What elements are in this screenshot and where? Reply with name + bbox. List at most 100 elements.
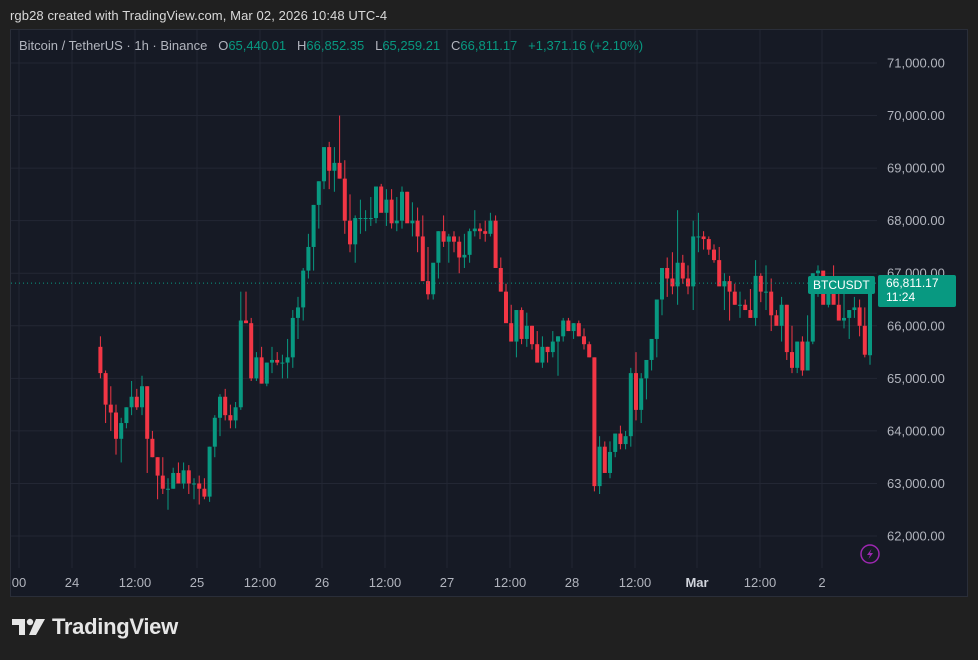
candle [644,359,649,400]
candle [197,475,202,505]
candle [467,228,472,263]
price-tick: 63,000.00 [887,476,945,491]
last-price-tag: 66,811.17 11:24 [878,275,956,307]
low-value: 65,259.21 [382,38,441,53]
high-label: H [297,38,307,53]
change-value: +1,371.16 (+2.10%) [528,38,644,53]
candle [545,346,550,363]
time-tick: 25 [190,575,204,590]
tradingview-logo[interactable]: TradingView [12,614,178,640]
candle [233,402,238,429]
candle [415,207,420,253]
price-tick: 69,000.00 [887,161,945,176]
candle [493,215,498,268]
time-axis[interactable]: 00 24 12:00 25 12:00 26 12:00 27 12:00 28 12:00 Mar… [12,575,826,590]
candle [717,246,722,287]
time-tick: 12:00 [744,575,777,590]
candle [452,231,456,253]
candle [134,388,139,410]
candle [311,204,316,271]
close-value: 66,811.17 [460,38,518,53]
candle [202,478,207,500]
candle [218,394,222,437]
chart-panel[interactable] [10,29,968,597]
candle [228,404,233,429]
candle [119,417,124,463]
candle [660,267,664,316]
candle [556,336,560,376]
last-price-value: 66,811.17 [886,276,939,290]
candle [795,341,800,374]
candle [524,312,529,347]
open-label: O [218,38,229,53]
symbol-tag-label: BTCUSDT [813,278,870,292]
candle [753,260,758,326]
candle [176,462,181,484]
candle [779,296,784,342]
time-tick: 27 [440,575,454,590]
price-tick: 68,000.00 [887,213,945,228]
candle [748,289,753,318]
candle [628,367,633,447]
candle [774,310,779,326]
candle [420,215,425,282]
time-tick: 2 [818,575,825,590]
tradingview-logo-icon [12,618,45,635]
tradingview-logo-text: TradingView [52,614,178,639]
candle [639,373,644,424]
candle [571,323,576,339]
candle [114,404,118,455]
candle [181,462,186,489]
candle [540,336,545,368]
candle [602,441,607,473]
lightning-icon[interactable] [860,544,880,564]
price-tick: 70,000.00 [887,108,945,123]
price-tick: 62,000.00 [887,529,945,544]
symbol-label[interactable]: Bitcoin / TetherUS · 1h · Binance [19,38,208,53]
candle [280,354,285,379]
time-tick: 28 [565,575,579,590]
candle [670,252,675,295]
candle [264,362,269,387]
candle [842,291,846,329]
candle [582,328,586,350]
candle [145,386,150,473]
candle [316,181,321,229]
ohlc-legend: Bitcoin / TetherUS · 1h · Binance O65,44… [19,38,643,53]
candle [275,352,280,366]
candle [441,215,446,247]
candle [790,325,794,374]
time-tick: 12:00 [369,575,402,590]
candle [327,141,332,190]
candle [618,425,623,450]
price-axis[interactable]: 71,000.0070,000.0069,000.0068,000.0067,0… [887,56,945,544]
grid-lines [11,30,877,568]
candle [270,346,274,374]
candle [306,233,311,279]
time-tick: Mar [685,575,708,590]
candle [805,315,810,371]
time-tick: 12:00 [619,575,652,590]
symbol-price-tag: BTCUSDT [808,276,875,294]
time-tick: 00 [12,575,26,590]
candle [852,296,857,318]
candle [654,299,659,358]
candle [868,281,872,365]
candle [727,275,732,321]
candle [322,147,326,190]
candle [166,478,170,510]
candle [186,465,191,494]
open-value: 65,440.01 [228,38,287,53]
time-tick: 12:00 [494,575,527,590]
price-tick: 64,000.00 [887,423,945,438]
candle [519,307,524,345]
candle [675,210,680,305]
candle [706,236,711,255]
candle [504,283,508,324]
candle [363,210,368,232]
candle [483,220,488,242]
candle [498,257,503,292]
candle [244,291,248,324]
candle [576,320,581,337]
